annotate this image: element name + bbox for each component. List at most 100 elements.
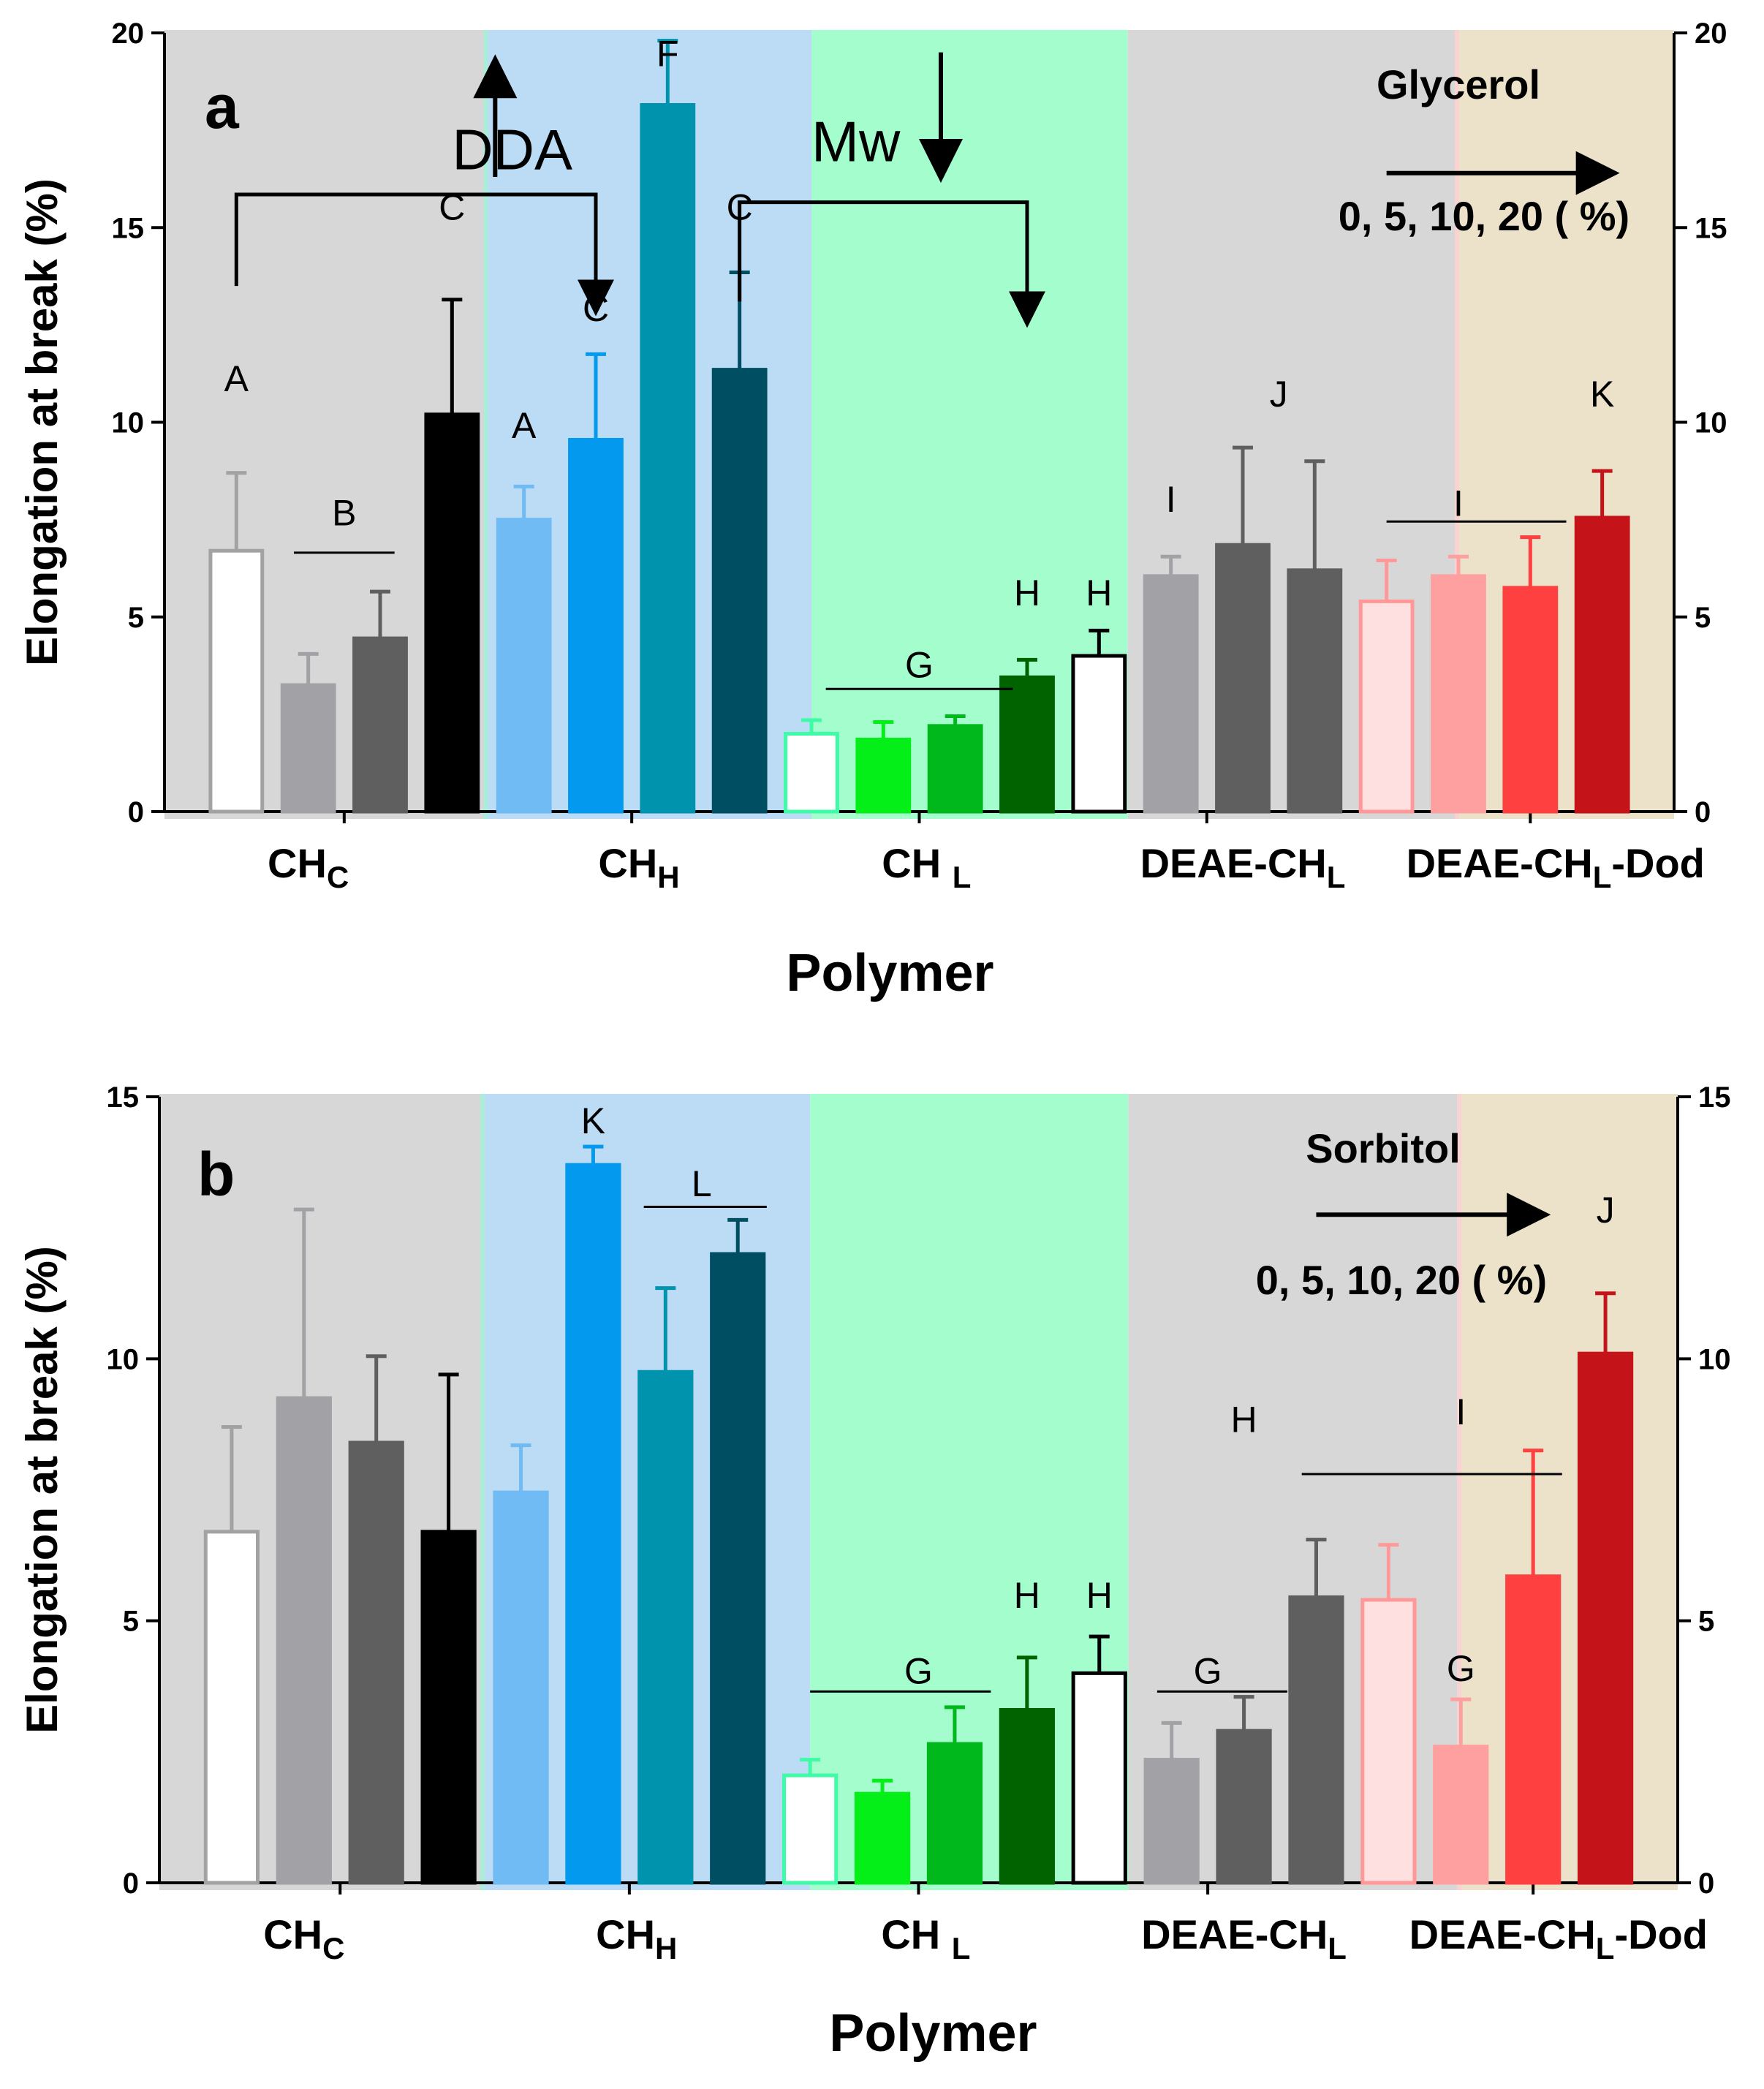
bar-chc-2: [280, 683, 336, 814]
significance-letter: H: [1014, 573, 1040, 613]
bar-chc-4: [424, 412, 480, 814]
category-label-dod: DEAE-CHL-Dod: [1409, 1911, 1708, 1965]
annotation-dda: DDA: [452, 117, 572, 181]
significance-letter: H: [1014, 1575, 1040, 1616]
significance-letter: J: [1597, 1190, 1615, 1231]
panel-a-chart: 0 0 5 5 10 10 15 15 20 20 CHC CHH CH L DEAE-CHL DEAE-C…: [18, 18, 1727, 1002]
significance-letter: H: [1231, 1399, 1257, 1440]
panel-letter: b: [197, 1140, 235, 1209]
significance-letter: J: [1270, 374, 1288, 415]
y-tick-label-left: 10: [107, 1343, 140, 1375]
bar-deae-1: [1071, 1671, 1127, 1885]
y-tick-label-left: 15: [107, 1081, 140, 1114]
significance-letter: G: [1194, 1651, 1222, 1692]
y-tick-label-left: 5: [128, 602, 144, 634]
bar-chc-4: [420, 1530, 477, 1885]
y-tick-label-right: 15: [1698, 1081, 1731, 1114]
category-label-chl: CH L: [881, 1911, 970, 1965]
bar-deae-4: [1287, 568, 1343, 814]
bar-deae-1: [1071, 654, 1127, 814]
band-edge-mint: [480, 1094, 485, 1890]
category-label-chc: CHC: [263, 1911, 344, 1965]
bar-chh-4: [711, 368, 768, 814]
category-label-chh: CHH: [598, 840, 679, 894]
bar-dod-4: [1577, 1351, 1634, 1885]
category-label-dod: DEAE-CHL-Dod: [1407, 840, 1705, 894]
significance-letter: F: [656, 33, 679, 74]
significance-letter: K: [581, 1100, 605, 1141]
significance-letter: I: [1166, 479, 1176, 520]
significance-letter: L: [692, 1163, 712, 1204]
bar-chc-3: [348, 1440, 404, 1885]
y-tick-label-right: 0: [1695, 796, 1711, 828]
significance-letter: I: [1453, 483, 1464, 524]
annotation-mw: Mw: [811, 110, 901, 174]
y-tick-label-right: 5: [1698, 1606, 1714, 1638]
background-band-dod: [1457, 1094, 1678, 1890]
y-tick-label-left: 10: [112, 407, 145, 439]
bar-chl-2: [854, 1791, 911, 1885]
legend-levels: 0, 5, 10, 20 ( %): [1256, 1257, 1547, 1303]
x-axis-title: Polymer: [786, 944, 993, 1002]
bar-chc-1: [208, 548, 265, 814]
significance-letter: K: [1590, 374, 1614, 415]
bar-chh-1: [496, 518, 552, 814]
bar-dod-2: [1431, 574, 1486, 814]
bar-dod-1: [1358, 599, 1415, 814]
significance-letter: I: [1456, 1391, 1466, 1432]
bar-deae-4: [1288, 1595, 1344, 1885]
y-tick-label-left: 15: [112, 212, 145, 244]
significance-letter: G: [1447, 1648, 1475, 1689]
bar-dod-3: [1505, 1574, 1562, 1885]
y-tick-label-left: 5: [123, 1606, 139, 1638]
bar-chh-3: [637, 1370, 694, 1885]
category-label-chc: CHC: [268, 840, 349, 894]
category-label-chl: CH L: [882, 840, 971, 894]
legend-title: Glycerol: [1377, 61, 1540, 107]
band-edge-pink: [1455, 30, 1460, 819]
bar-deae-2: [1143, 574, 1199, 814]
y-tick-label-right: 20: [1695, 18, 1727, 50]
category-label-chh: CHH: [596, 1911, 677, 1965]
category-label-deae: DEAE-CHL: [1140, 840, 1346, 894]
y-tick-label-left: 0: [123, 1867, 139, 1900]
significance-letter: G: [904, 1651, 933, 1692]
bar-chl-4: [999, 1708, 1055, 1885]
bar-deae-2: [1143, 1758, 1200, 1885]
significance-letter: B: [332, 493, 356, 534]
bar-deae-3: [1216, 1729, 1272, 1885]
bar-chh-2: [565, 1163, 621, 1885]
y-tick-label-left: 20: [112, 18, 145, 50]
bar-chl-4: [999, 675, 1055, 814]
y-axis-title: Elongation at break (%): [18, 178, 67, 666]
background-band-dod: [1455, 30, 1674, 819]
significance-letter: H: [1086, 573, 1112, 613]
band-edge-pink: [1457, 1094, 1462, 1890]
bar-chc-2: [276, 1396, 332, 1885]
significance-letter: H: [1086, 1575, 1113, 1616]
y-axis-title: Elongation at break (%): [18, 1246, 67, 1734]
band-edge-mint: [483, 30, 488, 819]
bar-chh-4: [710, 1252, 766, 1885]
x-axis-title: Polymer: [829, 2004, 1037, 2063]
bar-deae-3: [1215, 543, 1271, 814]
y-tick-label-right: 0: [1698, 1867, 1714, 1900]
y-tick-label-left: 0: [128, 796, 144, 828]
legend-levels: 0, 5, 10, 20 ( %): [1339, 193, 1629, 239]
panel-b-chart: 0 0 5 5 10 10 15 15 CHC CHH CH L DEAE-CHL DEAE-CHL-D…: [18, 1081, 1731, 2063]
bar-dod-3: [1502, 586, 1559, 814]
bar-chh-3: [640, 103, 696, 814]
mw-bracket-arrow: [738, 200, 1045, 328]
y-tick-label-right: 10: [1695, 407, 1727, 439]
y-tick-label-right: 10: [1698, 1343, 1731, 1375]
dda-bracket-arrow: [234, 192, 614, 317]
legend-title: Sorbitol: [1306, 1125, 1461, 1171]
panel-letter: a: [205, 72, 240, 141]
category-label-deae: DEAE-CHL: [1141, 1911, 1347, 1965]
bar-dod-2: [1433, 1745, 1489, 1885]
significance-letter: G: [905, 644, 934, 685]
bar-chl-1: [784, 732, 839, 814]
significance-letter: A: [512, 405, 537, 446]
bar-dod-4: [1574, 515, 1630, 814]
